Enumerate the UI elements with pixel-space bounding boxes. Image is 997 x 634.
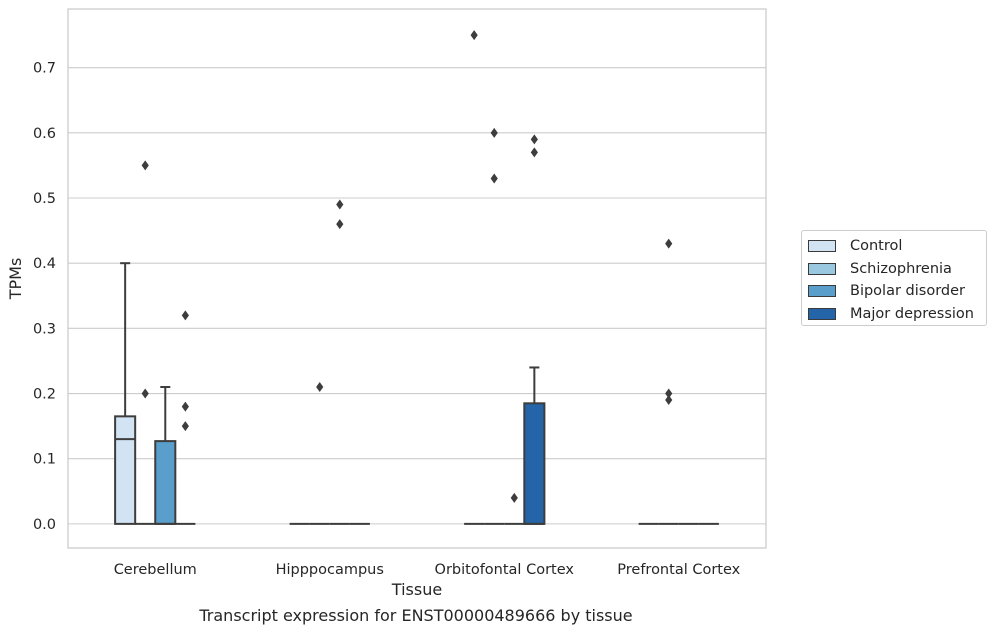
- y-tick-label: 0.3: [33, 321, 56, 337]
- outlier-point: [181, 310, 189, 321]
- y-tick-label: 0.5: [33, 191, 56, 207]
- y-tick-label: 0.7: [33, 61, 56, 77]
- box-bipolar-disorder: [504, 492, 525, 525]
- box-major-depression: [175, 310, 196, 525]
- outlier-point: [181, 421, 189, 432]
- y-axis-label: TPMs: [6, 258, 25, 301]
- legend-item: Schizophrenia: [808, 258, 986, 281]
- legend-label: Major depression: [850, 305, 974, 322]
- box-schizophrenia: [484, 127, 505, 525]
- legend-swatch: [808, 307, 836, 320]
- y-tick-label: 0.2: [33, 387, 56, 403]
- figure-caption: Transcript expression for ENST0000048966…: [199, 606, 633, 625]
- legend-swatch: [808, 240, 836, 253]
- box-body: [523, 402, 546, 525]
- box-control: [464, 30, 485, 525]
- x-tick-label: Prefrontal Cortex: [617, 562, 740, 578]
- legend-swatch: [808, 285, 836, 298]
- plot-frame: [67, 8, 767, 549]
- x-tick-label: Cerebellum: [114, 562, 197, 578]
- box-major-depression: [523, 134, 546, 525]
- box-body: [114, 415, 137, 525]
- y-tick-label: 0.0: [33, 517, 56, 533]
- legend-item: Major depression: [808, 303, 986, 326]
- x-tick-label: Orbitofontal Cortex: [435, 562, 575, 578]
- outlier-point: [490, 173, 498, 184]
- y-tick-label: 0.4: [33, 256, 56, 272]
- x-tick-label: Hipppocampus: [276, 562, 384, 578]
- box-control: [114, 262, 137, 525]
- legend: Control Schizophrenia Bipolar disorder Majo…: [801, 230, 987, 326]
- outlier-point: [665, 238, 673, 249]
- outlier-point: [510, 492, 518, 503]
- box-body: [154, 440, 177, 525]
- outlier-point: [336, 219, 344, 230]
- outlier-point: [470, 30, 478, 41]
- box-schizophrenia: [658, 238, 679, 525]
- legend-item: Bipolar disorder: [808, 280, 986, 303]
- box-bipolar-disorder: [329, 199, 350, 525]
- outlier-point: [141, 388, 149, 399]
- legend-label: Schizophrenia: [850, 260, 952, 277]
- y-tick-label: 0.1: [33, 452, 56, 468]
- outlier-point: [316, 382, 324, 393]
- outlier-point: [530, 147, 538, 158]
- box-bipolar-disorder: [154, 386, 177, 525]
- outlier-point: [490, 127, 498, 138]
- outlier-point: [665, 395, 673, 406]
- outlier-point: [141, 160, 149, 171]
- outlier-point: [181, 401, 189, 412]
- y-tick-label: 0.6: [33, 126, 56, 142]
- outlier-point: [336, 199, 344, 210]
- outlier-point: [665, 388, 673, 399]
- legend-label: Control: [850, 238, 903, 255]
- outlier-point: [530, 134, 538, 145]
- box-schizophrenia: [135, 160, 156, 525]
- x-axis-label: Tissue: [391, 580, 442, 599]
- box-schizophrenia: [309, 382, 330, 525]
- legend-label: Bipolar disorder: [850, 283, 965, 300]
- legend-item: Control: [808, 235, 986, 258]
- legend-swatch: [808, 262, 836, 275]
